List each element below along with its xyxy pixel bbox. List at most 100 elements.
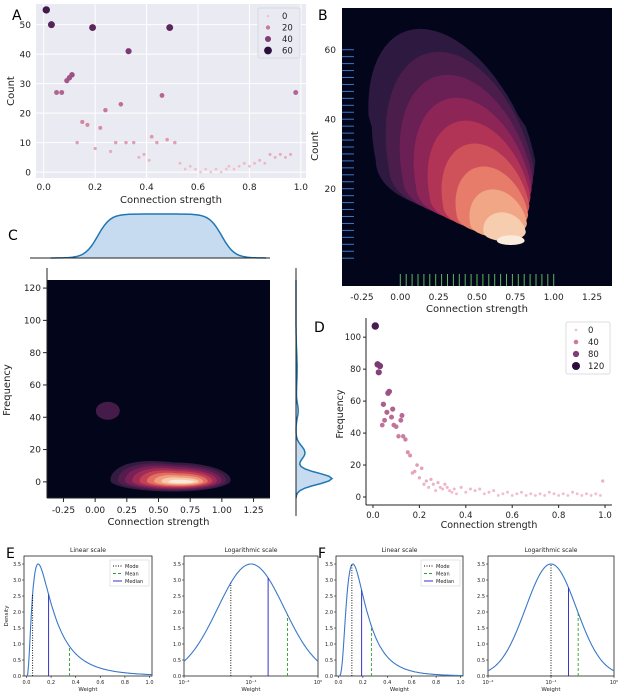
panel-d-point bbox=[452, 487, 456, 491]
panel-b-x-tick-label: 0.00 bbox=[390, 293, 410, 303]
panel-d-point bbox=[492, 489, 496, 493]
panel-letter-e: E bbox=[6, 546, 15, 562]
panel-e-linear-legend-box bbox=[109, 559, 150, 587]
panel-f-linear-y-tick-label: 0.5 bbox=[325, 658, 333, 664]
panel-a-point bbox=[85, 122, 90, 127]
panel-a-point bbox=[42, 6, 50, 14]
panel-a-x-tick-label: 0.2 bbox=[88, 183, 102, 193]
panel-f-linear-y-tick-label: 3.0 bbox=[325, 578, 333, 584]
panel-a-point bbox=[89, 24, 96, 32]
panel-b-density-contour bbox=[483, 212, 526, 242]
panel-c-x-tick-label: 1.00 bbox=[212, 506, 232, 516]
panel-b-x-axis-label: Connection strength bbox=[426, 304, 528, 315]
panel-b-x-tick-label: -0.25 bbox=[350, 293, 373, 303]
panel-a-point bbox=[188, 164, 192, 168]
panel-d-point bbox=[386, 388, 393, 395]
panel-d-x-tick-label: 0.0 bbox=[366, 511, 380, 521]
panel-a-point bbox=[237, 164, 241, 168]
panel-f-log-y-tick-label: 1.0 bbox=[477, 642, 485, 648]
panel-f-linear-legend-box bbox=[420, 559, 461, 587]
panel-a-point bbox=[147, 158, 151, 162]
panel-e-linear-x-tick-label: 1.0 bbox=[146, 680, 154, 686]
panel-e-log-x-tick-label: 10⁰ bbox=[314, 680, 322, 686]
panel-e-linear-x-tick-label: 0.8 bbox=[121, 680, 129, 686]
panel-e-log-y-tick-label: 0.5 bbox=[173, 658, 181, 664]
panel-e-log-y-tick-label: 2.5 bbox=[173, 594, 181, 600]
panel-a-point bbox=[47, 21, 55, 29]
panel-d-y-tick-label: 100 bbox=[345, 333, 361, 343]
panel-d-point bbox=[529, 492, 533, 496]
panel-f-log-y-tick-label: 3.5 bbox=[477, 562, 485, 568]
panel-a-y-tick-label: 20 bbox=[20, 109, 32, 119]
panel-letter-d: D bbox=[314, 320, 325, 336]
panel-b-x-tick-label: 1.00 bbox=[544, 293, 564, 303]
panel-d-point bbox=[393, 424, 399, 430]
panel-d-point bbox=[396, 434, 401, 439]
panel-d-point bbox=[455, 492, 458, 496]
panel-d-legend-label: 80 bbox=[588, 350, 599, 360]
panel-d-point bbox=[382, 417, 388, 423]
panel-f-linear-y-tick-label: 0.0 bbox=[325, 674, 333, 680]
panel-d-point bbox=[571, 490, 575, 494]
panel-letter-a: A bbox=[12, 8, 22, 24]
panel-d-x-tick-label: 0.4 bbox=[459, 511, 473, 521]
panel-a-point bbox=[137, 155, 141, 159]
panel-d-legend-box bbox=[565, 321, 611, 375]
panel-a-point bbox=[268, 152, 272, 156]
panel-e-linear-legend-label: Mode bbox=[125, 564, 139, 570]
panel-d-point bbox=[375, 369, 382, 376]
panel-c-y-axis-label: Frequency bbox=[2, 364, 13, 416]
panel-a-point bbox=[113, 140, 118, 145]
panel-f-log-y-tick-label: 2.5 bbox=[477, 594, 485, 600]
panel-a-point bbox=[142, 152, 146, 156]
panel-a-y-tick-label: 0 bbox=[25, 168, 31, 178]
panel-f-linear-legend-label: Mean bbox=[436, 572, 450, 578]
panel-d: 0.0 0.2 0.4 0.6 0.8 1.0 0 20 40 60 80 100 Connection… bbox=[335, 318, 612, 531]
panel-c-top-marginal-line bbox=[50, 213, 267, 259]
panel-d-x-tick-label: 0.6 bbox=[505, 511, 519, 521]
panel-a-point bbox=[209, 170, 213, 174]
panel-d-legend-marker bbox=[573, 339, 579, 345]
panel-d-point bbox=[598, 493, 602, 497]
panel-a-legend-label: 0 bbox=[282, 12, 287, 22]
panel-d-legend-label: 40 bbox=[588, 338, 599, 348]
panel-d-point bbox=[371, 322, 380, 330]
panel-f-linear-y-tick-label: 2.0 bbox=[325, 610, 333, 616]
panel-d-point bbox=[478, 487, 482, 491]
panel-a-point bbox=[214, 167, 218, 171]
panel-e-log-y-tick-label: 1.0 bbox=[173, 642, 181, 648]
panel-f-linear-x-tick-label: 0.0 bbox=[334, 680, 342, 686]
panel-a-point bbox=[75, 140, 79, 145]
panel-e-linear-y-tick-label: 1.5 bbox=[13, 626, 21, 632]
panel-a-point bbox=[258, 158, 262, 162]
panel-a-point bbox=[263, 161, 267, 165]
panel-f-log-y-tick-label: 1.5 bbox=[477, 626, 485, 632]
panel-f-linear-x-tick-label: 0.2 bbox=[359, 680, 367, 686]
panel-d-y-tick-label: 80 bbox=[350, 365, 361, 375]
panel-d-point bbox=[429, 477, 433, 482]
panel-e-linear-y-tick-label: 3.0 bbox=[13, 578, 21, 584]
panel-d-point bbox=[376, 362, 384, 370]
panel-a-legend-box bbox=[257, 7, 301, 59]
panel-d-point bbox=[434, 489, 438, 493]
panel-d-point bbox=[585, 492, 588, 496]
panel-d-point bbox=[448, 489, 452, 493]
panel-f-log-x-axis-label: Weight bbox=[541, 687, 561, 693]
panel-a-legend-marker bbox=[264, 46, 272, 55]
panel-d-y-tick-label: 40 bbox=[350, 429, 361, 439]
panel-d-point bbox=[515, 492, 519, 496]
panel-f-log-density-curve bbox=[487, 563, 615, 672]
panel-a-point bbox=[80, 119, 85, 125]
panel-d-point bbox=[384, 409, 390, 415]
panel-b-x-tick-label: 1.25 bbox=[582, 293, 602, 303]
panel-f-log-x-tick-label: 10⁻² bbox=[482, 680, 493, 686]
panel-e-linear-legend-label: Median bbox=[125, 579, 143, 585]
panel-letter-b: B bbox=[318, 8, 328, 24]
panel-f-log-y-tick-label: 2.0 bbox=[477, 610, 485, 616]
panel-a-y-tick-label: 40 bbox=[20, 50, 32, 60]
panel-b-y-tick-label: 20 bbox=[325, 185, 337, 195]
panel-e-log-x-tick-label: 10⁻² bbox=[178, 680, 189, 686]
panel-a-point bbox=[232, 167, 236, 171]
panel-d-point bbox=[422, 482, 426, 486]
